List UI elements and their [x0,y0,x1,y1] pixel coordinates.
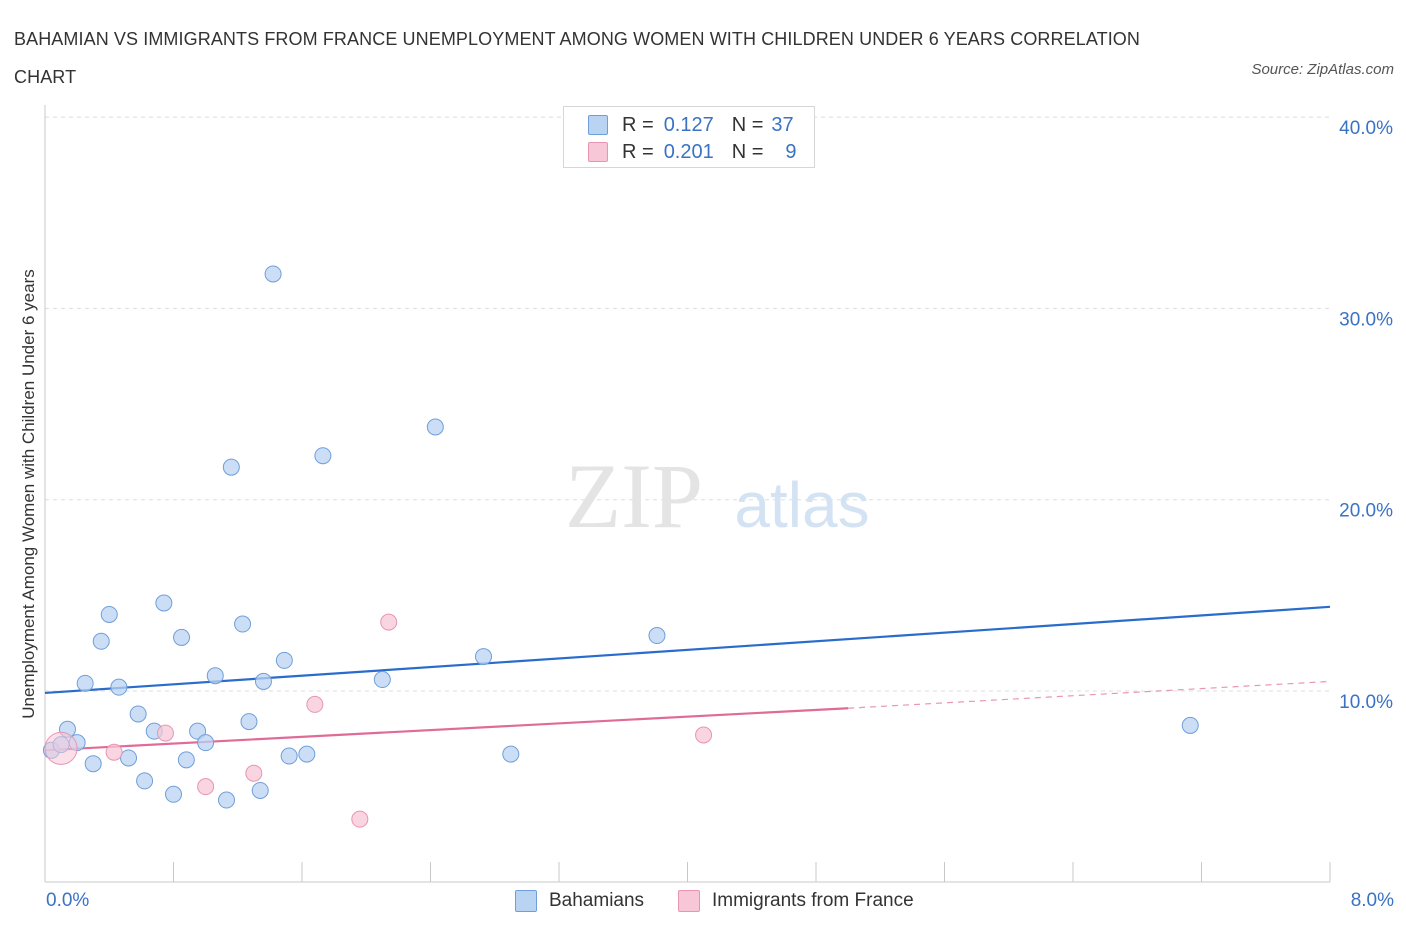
legend-row-france: R = 0.201 N = 9 [588,140,797,164]
bahamians-point [173,628,191,646]
bahamians-point [426,418,444,436]
axis-labels: 10.0% 20.0% 30.0% 40.0% Unemployment Among W… [19,118,1393,719]
bahamians-point [475,648,493,666]
bahamians-point [206,667,224,685]
y-tick-label: 20.0% [1339,501,1393,522]
bahamians-point [84,755,102,773]
bahamians-point [92,632,110,650]
bahamians-point [165,785,182,803]
legend-r-label: R = [622,140,654,163]
bahamians-point [275,651,293,669]
france-point [105,743,123,761]
bahamians-point [251,781,269,799]
bahamians-point [373,671,391,689]
bahamians-point [314,447,332,465]
legend-r-value: 0.127 [663,113,714,136]
france-point [245,764,263,782]
x-axis-max-label: 8.0% [1350,890,1394,911]
watermark-zip: ZIP [565,445,703,547]
data-points [42,265,1199,828]
france-trend-line [44,707,849,752]
series-legend-bahamians[interactable]: Bahamians [515,890,644,912]
x-axis-min-label: 0.0% [46,890,90,911]
bahamians-point [136,772,154,790]
bahamians-point [1181,716,1199,734]
france-point [197,778,215,796]
source-label: Source: ZipAtlas.com [1251,61,1394,78]
series-legend: Bahamians Immigrants from France [0,890,1406,916]
france-swatch [678,890,700,912]
bahamians-point [264,265,282,283]
y-axis-title: Unemployment Among Women with Children U… [19,269,38,718]
grid-lines [45,116,1330,692]
bahamians-point [76,674,94,692]
watermark: ZIP atlas [565,445,870,547]
legend-row-bahamians: R = 0.127 N = 37 [588,113,794,137]
bahamians-point [502,745,520,763]
y-tick-label: 10.0% [1339,692,1393,713]
legend-n-label: N = [731,140,764,163]
bahamians-point [218,791,236,809]
legend-n-value: 9 [785,140,797,163]
legend-r-value: 0.201 [663,140,714,163]
bahamians-point [110,678,128,696]
bahamians-point [100,605,118,623]
legend-n-label: N = [731,113,764,136]
france-point [695,726,713,744]
y-tick-label: 30.0% [1339,309,1393,330]
bahamians-point [280,747,298,765]
bahamians-point [254,672,272,690]
bahamians-point [197,734,215,752]
stats-legend: R = 0.127 N = 37 R = 0.201 N = 9 [563,106,815,168]
bahamians-point [298,745,316,763]
legend-swatch-blue [588,115,608,135]
france-point [156,724,174,742]
bahamians-point [240,713,258,731]
legend-n-value: 37 [771,113,794,136]
bahamians-swatch [515,890,537,912]
bahamians-point [120,749,138,767]
watermark-atlas: atlas [734,469,869,541]
bahamians-point [222,458,240,476]
france-cluster-point [44,731,78,765]
bahamians-label: Bahamians [549,890,645,911]
chart-title: BAHAMIAN VS IMMIGRANTS FROM FRANCE UNEMP… [14,29,1141,87]
france-point [306,695,324,713]
france-point [380,613,398,631]
bahamians-point [234,615,252,633]
legend-swatch-pink [588,142,608,162]
bahamians-point [177,751,195,769]
bahamians-point [648,627,666,645]
bahamians-point [129,705,147,723]
france-point [351,810,369,828]
france-label: Immigrants from France [712,890,914,911]
legend-r-label: R = [622,113,654,136]
series-legend-france[interactable]: Immigrants from France [678,890,914,912]
bahamians-point [155,594,173,612]
y-tick-label: 40.0% [1339,118,1393,139]
france-trend-extension [848,680,1331,709]
